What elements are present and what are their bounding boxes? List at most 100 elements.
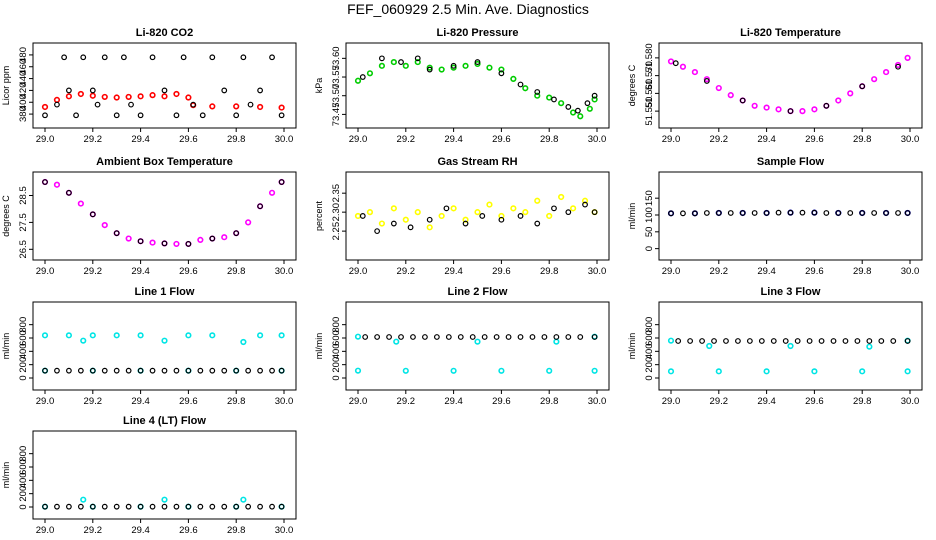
data-point [65, 93, 72, 100]
x-tick-label: 29.4 [757, 396, 776, 407]
x-tick-label: 29.2 [710, 134, 729, 145]
plot-frame [345, 42, 610, 129]
x-tick-label: 29.6 [179, 525, 198, 536]
data-point [763, 368, 770, 375]
data-point [362, 334, 369, 340]
data-point [811, 209, 818, 216]
data-point [410, 334, 416, 340]
data-point [450, 367, 457, 374]
data-point [185, 94, 192, 101]
data-point [462, 220, 469, 227]
data-point [667, 58, 675, 65]
data-point [591, 209, 598, 216]
x-tick-label: 29.0 [662, 396, 681, 407]
data-point [268, 189, 276, 196]
plot-frame [32, 42, 297, 129]
data-point [149, 92, 156, 99]
data-point [474, 60, 481, 68]
data-point [433, 334, 440, 340]
plot-frame [658, 171, 923, 261]
data-point [842, 338, 849, 344]
data-point [54, 367, 60, 374]
data-point [426, 64, 433, 71]
data-point [763, 104, 770, 111]
data-point [854, 338, 861, 344]
data-point [94, 101, 101, 108]
plot-frame [32, 171, 297, 261]
data-point [517, 334, 524, 340]
data-point [161, 93, 168, 100]
data-point [41, 332, 49, 339]
data-point [42, 179, 48, 185]
x-tick-label: 29.8 [227, 134, 246, 145]
y-tick-label: 200 [18, 486, 29, 502]
data-point [80, 337, 87, 344]
data-point [517, 213, 524, 219]
data-point [735, 338, 741, 344]
data-point [113, 367, 120, 374]
y-tick-label: 0 [331, 375, 342, 380]
x-tick-label: 30.0 [901, 134, 920, 145]
data-point [847, 90, 854, 97]
y-tick-label: 51.570 [644, 61, 655, 90]
data-point [393, 338, 400, 345]
y-tick-label: 51.580 [644, 43, 655, 72]
data-point [866, 343, 873, 350]
data-point [402, 62, 409, 69]
data-point [77, 367, 84, 374]
data-point [904, 54, 911, 61]
data-point [89, 87, 96, 94]
data-point [233, 103, 240, 110]
x-tick-label: 29.0 [349, 396, 368, 407]
data-point [474, 59, 481, 65]
data-point [758, 338, 765, 344]
data-point [723, 338, 729, 344]
data-point [871, 76, 878, 83]
data-point [137, 238, 144, 245]
x-tick-label: 29.0 [36, 134, 55, 145]
data-point [498, 212, 505, 220]
data-point [517, 81, 524, 88]
data-point [209, 54, 216, 61]
data-point [715, 84, 722, 92]
data-point [89, 92, 96, 99]
chart-title: Line 3 Flow [761, 286, 821, 298]
y-tick-label: 800 [331, 317, 342, 333]
data-point [739, 97, 746, 104]
y-tick-label: 2.25 [331, 222, 342, 241]
x-tick-label: 29.4 [131, 266, 150, 277]
data-point [522, 85, 529, 92]
data-point [799, 209, 806, 216]
plot-frame [658, 42, 923, 129]
chart-panel-5: Gas Stream RH percent 29.0 29.2 29.4 29.6 29.8… [314, 156, 610, 277]
x-tick-label: 30.0 [275, 525, 294, 536]
data-point [558, 100, 565, 107]
chart-panel-6: Sample Flow ml/min 29.0 29.2 29.4 29.6 29.8 30.… [627, 156, 923, 277]
x-tick-label: 29.2 [84, 525, 103, 536]
data-point [414, 55, 421, 62]
data-point [149, 239, 156, 246]
data-point [61, 54, 68, 61]
data-point [727, 210, 734, 216]
data-point [692, 210, 698, 217]
data-point [577, 113, 584, 120]
data-point [137, 503, 144, 510]
data-point [859, 83, 866, 90]
x-tick-label: 29.8 [853, 134, 872, 145]
data-point [161, 367, 168, 374]
x-tick-label: 29.8 [853, 396, 872, 407]
data-point [787, 209, 794, 216]
data-point [173, 503, 180, 510]
data-point [149, 367, 156, 374]
data-point [125, 367, 132, 374]
data-point [245, 367, 252, 374]
x-tick-label: 29.8 [540, 396, 559, 407]
x-tick-label: 29.0 [349, 134, 368, 145]
data-point [823, 210, 830, 216]
chart-panel-1: Li-820 CO2 Licor ppm 29.0 29.2 29.4 29.6 29.8 3… [1, 27, 297, 145]
x-tick-label: 30.0 [588, 396, 607, 407]
data-point [534, 89, 541, 95]
x-tick-label: 29.6 [492, 396, 511, 407]
x-tick-label: 30.0 [275, 134, 294, 145]
chart-title: Line 2 Flow [448, 286, 508, 298]
